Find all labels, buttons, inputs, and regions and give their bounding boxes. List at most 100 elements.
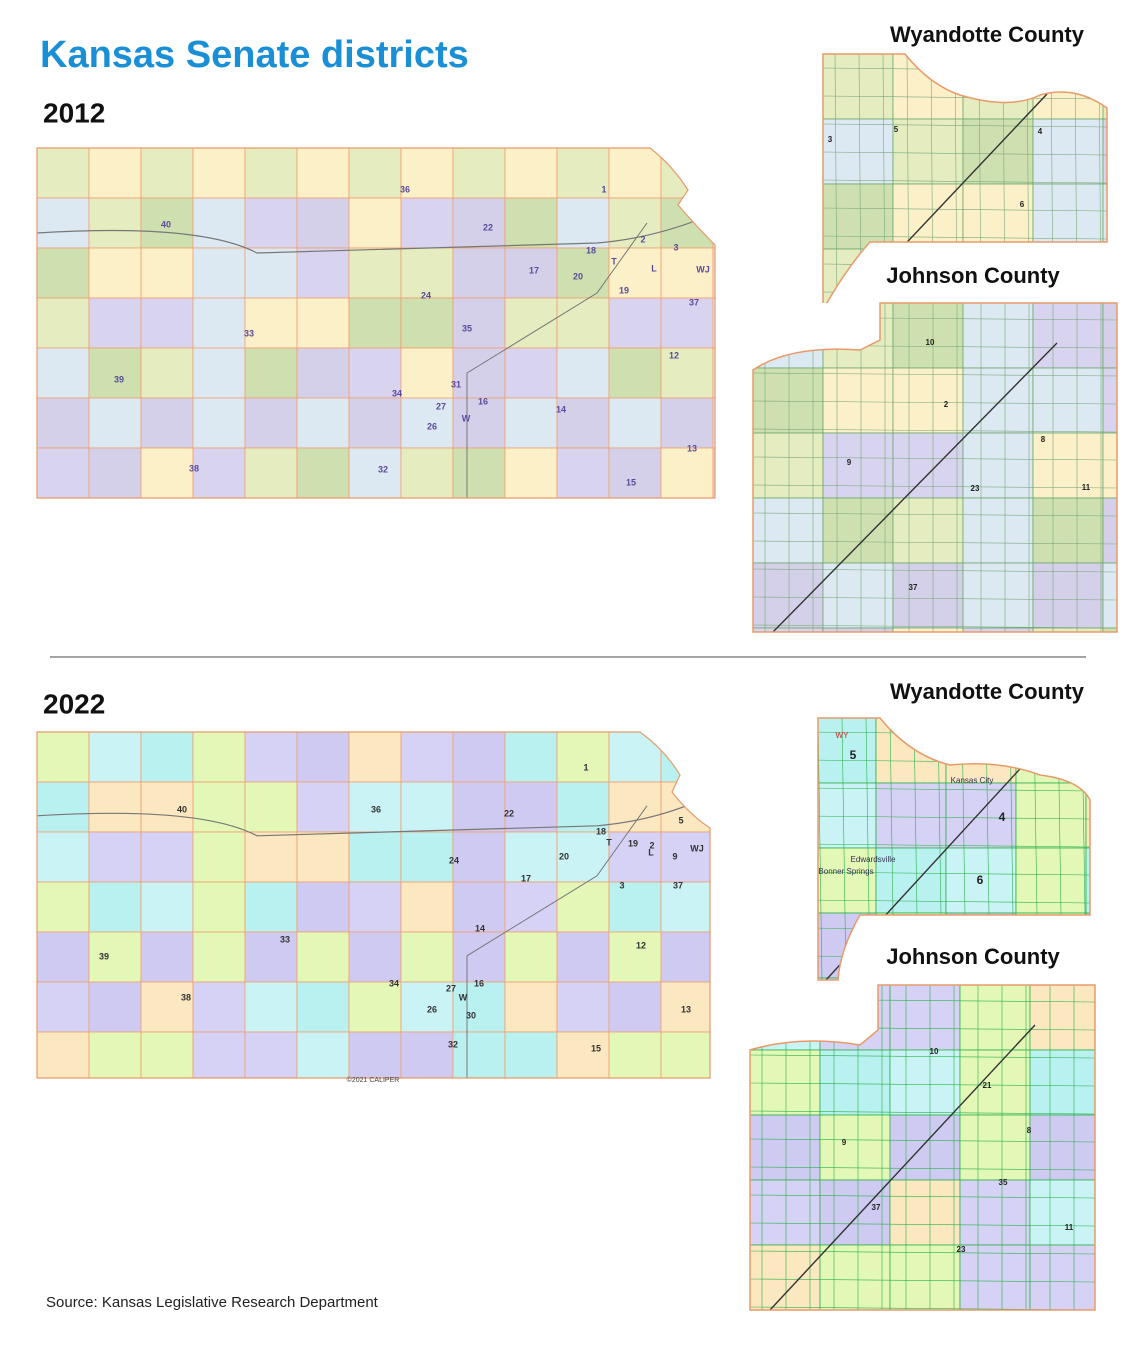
district-area [244, 881, 298, 933]
district-area [819, 1244, 891, 1310]
district-area [192, 881, 246, 933]
district-area [822, 562, 894, 629]
district-area [192, 732, 246, 783]
district-area [660, 831, 710, 883]
street [818, 843, 1090, 848]
district-area [608, 397, 662, 449]
district-area [348, 732, 402, 783]
district-area [452, 831, 506, 883]
district-area [1029, 1244, 1095, 1310]
district-label: 10 [930, 1047, 939, 1056]
district-area [660, 297, 714, 349]
highway [772, 342, 1058, 632]
street [753, 372, 1117, 377]
district-label: WJ [696, 264, 710, 274]
district-label: 20 [559, 851, 569, 861]
district-label: 8 [1041, 435, 1046, 444]
street [841, 718, 847, 980]
street [750, 1222, 1095, 1227]
district-area [140, 397, 194, 449]
street [750, 1278, 1095, 1283]
district-area [1032, 118, 1104, 185]
district-label: 21 [983, 1081, 992, 1090]
district-area [37, 347, 90, 399]
inset-outline [817, 717, 1091, 981]
district-area [660, 881, 710, 933]
district-label: 6 [1020, 200, 1025, 209]
district-area [556, 297, 610, 349]
district-area [37, 247, 90, 299]
district-area [959, 1114, 1031, 1181]
state-outline [36, 731, 711, 1079]
district-label: 19 [628, 838, 638, 848]
district-area [348, 148, 402, 199]
district-area [822, 432, 894, 499]
district-area [823, 118, 894, 185]
district-label: 24 [421, 290, 431, 300]
district-area [823, 183, 894, 250]
district-area [962, 562, 1034, 629]
district-label: 27 [446, 983, 456, 993]
district-area [1102, 627, 1117, 632]
district-area [452, 732, 506, 783]
street [753, 624, 1117, 629]
district-area [244, 931, 298, 983]
district-area [452, 447, 506, 498]
district-label: 24 [449, 855, 459, 865]
district-area [348, 197, 402, 249]
district-area [750, 1179, 821, 1246]
district-area [1032, 562, 1104, 629]
district-area [244, 297, 298, 349]
district-area [452, 397, 506, 449]
district-area [750, 1049, 821, 1116]
district-area [244, 447, 298, 498]
district-label: 18 [596, 826, 606, 836]
district-label: 39 [114, 374, 124, 384]
district-area [819, 1179, 891, 1246]
district-label: 12 [669, 350, 679, 360]
district-area [556, 197, 610, 249]
district-area [504, 148, 558, 199]
district-area [400, 1031, 454, 1078]
district-area [660, 247, 714, 299]
district-area [244, 781, 298, 833]
district-area [88, 397, 142, 449]
district-label: 39 [99, 951, 109, 961]
district-area [608, 148, 662, 199]
highway [466, 222, 648, 498]
district-area [88, 247, 142, 299]
district-area [400, 931, 454, 983]
district-label: 14 [556, 404, 566, 414]
district-label: 33 [244, 328, 254, 338]
district-label: 34 [392, 388, 402, 398]
district-area [296, 1031, 350, 1078]
district-label: 13 [681, 1004, 691, 1014]
district-area [88, 197, 142, 249]
district-area [822, 627, 894, 632]
street [753, 512, 1117, 517]
district-area [192, 148, 246, 199]
district-area [192, 247, 246, 299]
district-label: L [648, 847, 654, 857]
district-area [504, 732, 558, 783]
district-area [1102, 367, 1117, 434]
district-area [712, 347, 715, 399]
district-area [892, 432, 964, 499]
district-area [1032, 627, 1104, 632]
district-area [348, 347, 402, 399]
street [834, 54, 838, 310]
district-area [348, 931, 402, 983]
district-area [400, 881, 454, 933]
district-label: 36 [400, 184, 410, 194]
district-area [296, 831, 350, 883]
district-area [140, 831, 194, 883]
district-area [1032, 367, 1104, 434]
district-area [244, 347, 298, 399]
place-label: Bonner Springs [818, 867, 873, 876]
district-label: 8 [1027, 1126, 1032, 1135]
district-label: 17 [521, 873, 531, 883]
district-area [140, 247, 194, 299]
district-label: 16 [478, 396, 488, 406]
district-area [88, 831, 142, 883]
